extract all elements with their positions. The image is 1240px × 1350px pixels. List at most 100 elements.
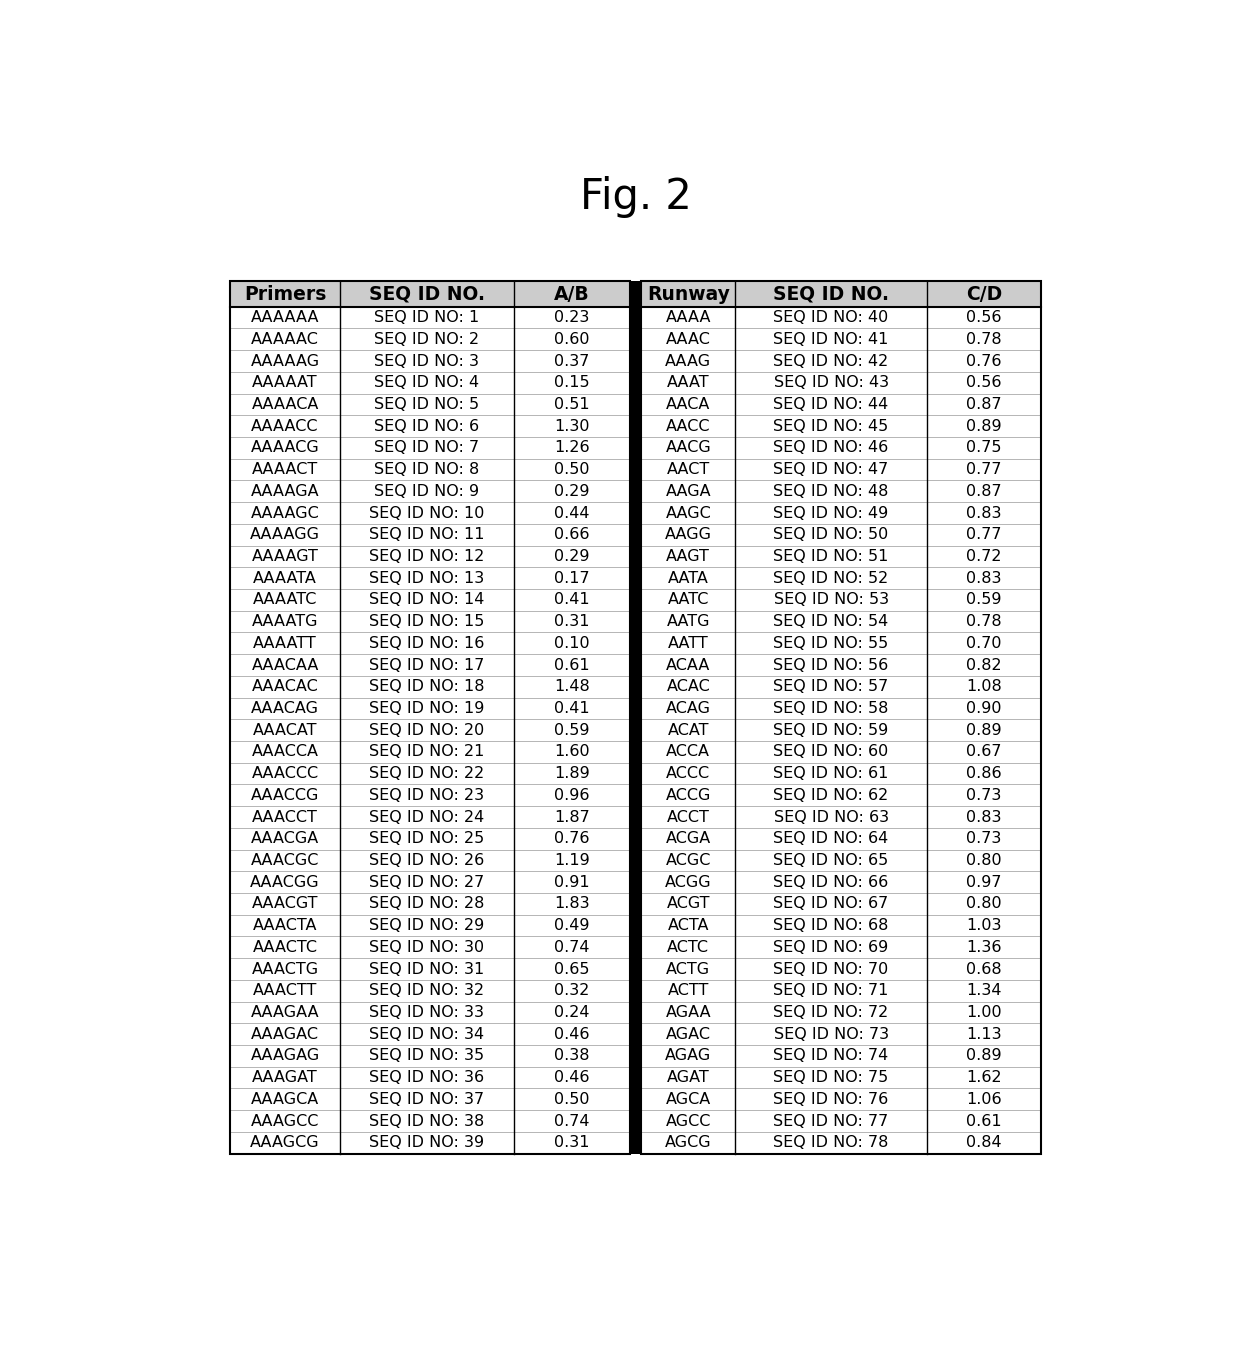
Text: 0.70: 0.70	[966, 636, 1002, 651]
Text: SEQ ID NO: 45: SEQ ID NO: 45	[774, 418, 889, 433]
Text: AAACCA: AAACCA	[252, 744, 319, 760]
Text: 1.89: 1.89	[554, 765, 590, 782]
Text: 1.26: 1.26	[554, 440, 589, 455]
Text: 1.19: 1.19	[554, 853, 590, 868]
Text: ACAA: ACAA	[666, 657, 711, 672]
Text: SEQ ID NO: 44: SEQ ID NO: 44	[774, 397, 889, 412]
Text: 1.34: 1.34	[966, 983, 1002, 998]
Text: 1.83: 1.83	[554, 896, 589, 911]
Text: SEQ ID NO: 35: SEQ ID NO: 35	[370, 1049, 485, 1064]
Text: SEQ ID NO: 38: SEQ ID NO: 38	[370, 1114, 485, 1129]
Text: AAAAAG: AAAAAG	[250, 354, 320, 369]
Text: 1.87: 1.87	[554, 810, 590, 825]
Text: SEQ ID NO: 70: SEQ ID NO: 70	[774, 961, 889, 976]
Text: 1.30: 1.30	[554, 418, 589, 433]
Text: SEQ ID NO: 37: SEQ ID NO: 37	[370, 1092, 485, 1107]
Text: 0.60: 0.60	[554, 332, 589, 347]
Text: AATC: AATC	[667, 593, 709, 608]
Text: ACTG: ACTG	[666, 961, 711, 976]
Text: SEQ ID NO: 29: SEQ ID NO: 29	[370, 918, 485, 933]
Text: SEQ ID NO: 57: SEQ ID NO: 57	[774, 679, 889, 694]
Text: 0.73: 0.73	[966, 832, 1002, 846]
Text: 0.66: 0.66	[554, 528, 589, 543]
Text: 1.36: 1.36	[966, 940, 1002, 954]
Text: SEQ ID NO: 31: SEQ ID NO: 31	[370, 961, 485, 976]
Text: 0.41: 0.41	[554, 593, 589, 608]
Text: SEQ ID NO: 47: SEQ ID NO: 47	[774, 462, 889, 477]
Text: SEQ ID NO: 24: SEQ ID NO: 24	[370, 810, 485, 825]
Text: 0.91: 0.91	[554, 875, 589, 890]
Text: SEQ ID NO: 8: SEQ ID NO: 8	[374, 462, 480, 477]
Text: AGCC: AGCC	[666, 1114, 711, 1129]
Text: 0.32: 0.32	[554, 983, 589, 998]
Text: 0.83: 0.83	[966, 505, 1002, 521]
Text: SEQ ID NO: 25: SEQ ID NO: 25	[370, 832, 485, 846]
Text: SEQ ID NO: 23: SEQ ID NO: 23	[370, 788, 485, 803]
Text: AACT: AACT	[667, 462, 709, 477]
Text: 0.31: 0.31	[554, 1135, 589, 1150]
Text: AAAGAG: AAAGAG	[250, 1049, 320, 1064]
Text: AAAATG: AAAATG	[252, 614, 319, 629]
Text: SEQ ID NO: 7: SEQ ID NO: 7	[374, 440, 480, 455]
Text: AATA: AATA	[668, 571, 709, 586]
Text: 0.46: 0.46	[554, 1071, 589, 1085]
Text: SEQ ID NO: 46: SEQ ID NO: 46	[774, 440, 889, 455]
Text: AAAA: AAAA	[666, 310, 711, 325]
Text: AAACTA: AAACTA	[253, 918, 317, 933]
Text: A/B: A/B	[554, 285, 590, 304]
Text: Primers: Primers	[244, 285, 326, 304]
Text: SEQ ID NO: 78: SEQ ID NO: 78	[774, 1135, 889, 1150]
Text: SEQ ID NO: 51: SEQ ID NO: 51	[774, 549, 889, 564]
Text: SEQ ID NO: 22: SEQ ID NO: 22	[370, 765, 485, 782]
Text: AGAC: AGAC	[666, 1027, 711, 1042]
Text: AACG: AACG	[666, 440, 711, 455]
Text: AAAACT: AAAACT	[252, 462, 319, 477]
Text: SEQ ID NO: 20: SEQ ID NO: 20	[370, 722, 485, 737]
Text: Fig. 2: Fig. 2	[579, 176, 692, 217]
Text: 0.59: 0.59	[554, 722, 589, 737]
Bar	[641, 281, 1040, 1154]
Text: AAACCC: AAACCC	[252, 765, 319, 782]
Text: AAAACA: AAAACA	[252, 397, 319, 412]
Text: AAAT: AAAT	[667, 375, 709, 390]
Text: SEQ ID NO: 3: SEQ ID NO: 3	[374, 354, 480, 369]
Text: AAAATC: AAAATC	[253, 593, 317, 608]
Text: AGAG: AGAG	[665, 1049, 712, 1064]
Text: AAACTC: AAACTC	[253, 940, 317, 954]
Text: 0.80: 0.80	[966, 896, 1002, 911]
Text: SEQ ID NO: 39: SEQ ID NO: 39	[370, 1135, 485, 1150]
Text: AAAC: AAAC	[666, 332, 711, 347]
Text: 0.77: 0.77	[966, 528, 1002, 543]
Text: SEQ ID NO: 5: SEQ ID NO: 5	[374, 397, 480, 412]
Text: 0.86: 0.86	[966, 765, 1002, 782]
Text: ACCG: ACCG	[666, 788, 711, 803]
Text: SEQ ID NO: 41: SEQ ID NO: 41	[774, 332, 889, 347]
Text: SEQ ID NO: 77: SEQ ID NO: 77	[774, 1114, 889, 1129]
Text: SEQ ID NO: 19: SEQ ID NO: 19	[370, 701, 485, 716]
Text: 0.61: 0.61	[554, 657, 589, 672]
Text: 1.60: 1.60	[554, 744, 589, 760]
Text: AAAACC: AAAACC	[252, 418, 319, 433]
Text: SEQ ID NO: 52: SEQ ID NO: 52	[774, 571, 889, 586]
Text: ACCC: ACCC	[666, 765, 711, 782]
Text: AAAGAA: AAAGAA	[250, 1004, 320, 1021]
Text: 0.84: 0.84	[966, 1135, 1002, 1150]
Text: ACTC: ACTC	[667, 940, 709, 954]
Text: SEQ ID NO: 65: SEQ ID NO: 65	[774, 853, 889, 868]
Bar	[231, 281, 630, 306]
Text: 0.24: 0.24	[554, 1004, 589, 1021]
Text: SEQ ID NO: 34: SEQ ID NO: 34	[370, 1027, 485, 1042]
Text: SEQ ID NO: 60: SEQ ID NO: 60	[774, 744, 889, 760]
Text: SEQ ID NO.: SEQ ID NO.	[773, 285, 889, 304]
Text: 0.41: 0.41	[554, 701, 589, 716]
Text: AGAT: AGAT	[667, 1071, 709, 1085]
Text: 1.03: 1.03	[966, 918, 1002, 933]
Text: AAACGT: AAACGT	[252, 896, 319, 911]
Text: AAGA: AAGA	[666, 483, 711, 499]
Text: 0.76: 0.76	[966, 354, 1002, 369]
Text: SEQ ID NO: 62: SEQ ID NO: 62	[774, 788, 889, 803]
Text: ACTA: ACTA	[667, 918, 709, 933]
Text: SEQ ID NO: 33: SEQ ID NO: 33	[370, 1004, 485, 1021]
Text: ACAG: ACAG	[666, 701, 711, 716]
Text: AAAAGC: AAAAGC	[250, 505, 320, 521]
